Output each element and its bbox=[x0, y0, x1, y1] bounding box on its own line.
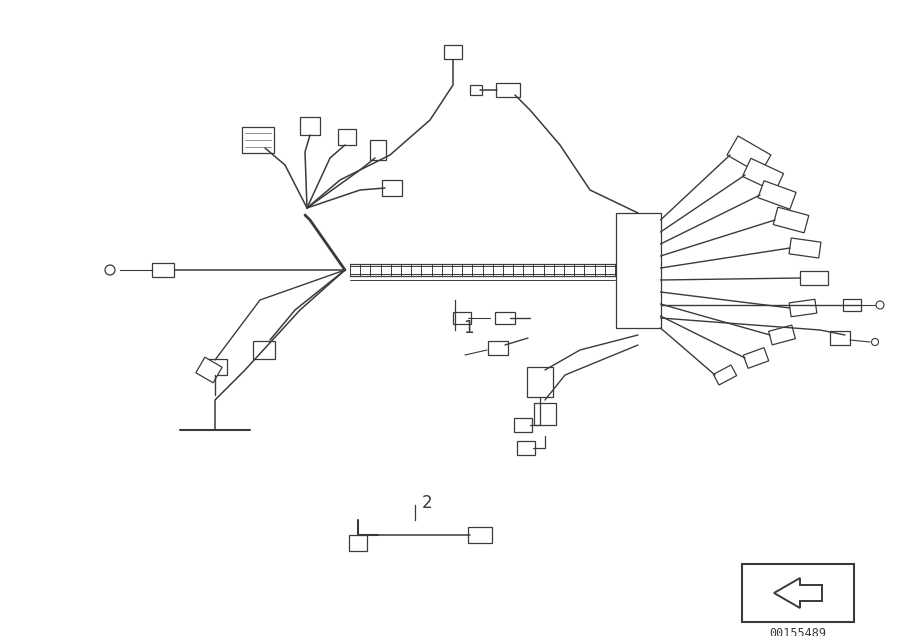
Bar bbox=[773, 207, 809, 233]
Bar bbox=[714, 365, 736, 385]
Bar bbox=[800, 271, 828, 285]
Bar bbox=[769, 325, 796, 345]
Bar bbox=[382, 180, 402, 196]
Bar bbox=[370, 140, 386, 160]
Text: 1: 1 bbox=[463, 319, 473, 337]
Bar bbox=[242, 127, 274, 153]
Bar bbox=[495, 312, 515, 324]
Bar bbox=[616, 212, 661, 328]
FancyArrow shape bbox=[774, 578, 822, 608]
Bar bbox=[300, 117, 320, 135]
Bar bbox=[338, 129, 356, 145]
Bar bbox=[789, 238, 821, 258]
Bar bbox=[789, 300, 817, 317]
Bar bbox=[534, 403, 556, 425]
Bar bbox=[496, 83, 520, 97]
Text: 2: 2 bbox=[422, 494, 433, 512]
Bar bbox=[517, 441, 535, 455]
Bar bbox=[349, 535, 367, 551]
Bar bbox=[514, 418, 532, 432]
Bar bbox=[758, 181, 796, 209]
Bar bbox=[203, 359, 227, 375]
Bar bbox=[843, 299, 861, 311]
Bar bbox=[453, 312, 471, 324]
Bar bbox=[743, 348, 769, 368]
Bar bbox=[468, 527, 492, 543]
Bar bbox=[742, 158, 784, 191]
Bar bbox=[742, 564, 854, 622]
Bar bbox=[488, 341, 508, 355]
Bar bbox=[253, 341, 275, 359]
Bar bbox=[444, 45, 462, 59]
Bar bbox=[152, 263, 174, 277]
Bar bbox=[830, 331, 850, 345]
Bar bbox=[727, 136, 771, 174]
Bar bbox=[470, 85, 482, 95]
Bar bbox=[196, 357, 222, 383]
Text: 00155489: 00155489 bbox=[770, 627, 826, 636]
Bar bbox=[527, 367, 553, 397]
